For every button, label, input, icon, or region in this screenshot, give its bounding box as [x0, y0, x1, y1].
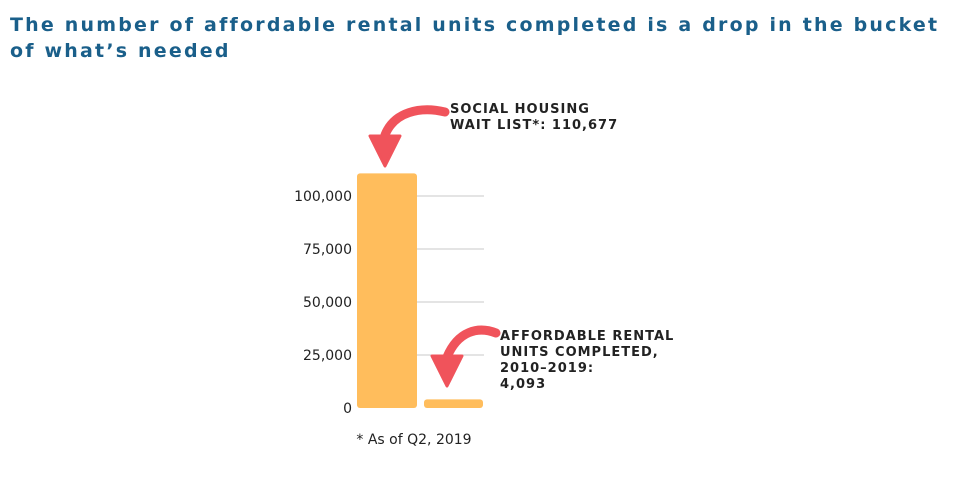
y-tick-label: 75,000	[303, 242, 352, 258]
bar	[357, 173, 417, 408]
arrow-head	[430, 354, 464, 388]
annotation-line: WAIT LIST*: 110,677	[450, 118, 618, 133]
annotation-line: 2010–2019:	[500, 361, 594, 376]
y-tick-label: 100,000	[294, 189, 352, 205]
annotation-line: SOCIAL HOUSING	[450, 102, 590, 117]
bar-annotation: SOCIAL HOUSING WAIT LIST*: 110,677	[450, 102, 618, 133]
annotation-line: UNITS COMPLETED,	[500, 345, 659, 360]
annotation-arrows	[368, 105, 501, 388]
footnote: * As of Q2, 2019	[356, 432, 471, 448]
chart-title: The number of affordable rental units co…	[10, 14, 940, 62]
bar	[424, 399, 483, 408]
arrow-head	[368, 134, 402, 168]
y-axis-ticks: 0 25,000 50,000 75,000 100,000	[294, 189, 352, 417]
y-tick-label: 0	[343, 401, 352, 417]
annotations: SOCIAL HOUSING WAIT LIST*: 110,677 AFFORDA…	[450, 102, 674, 392]
annotation-line: 4,093	[500, 377, 546, 392]
y-tick-label: 25,000	[303, 348, 352, 364]
bars	[357, 173, 483, 408]
arrow-shaft	[380, 105, 450, 140]
y-tick-label: 50,000	[303, 295, 352, 311]
bar-annotation: AFFORDABLE RENTAL UNITS COMPLETED, 2010–20…	[500, 329, 674, 392]
annotation-line: AFFORDABLE RENTAL	[500, 329, 674, 344]
arrow-shaft	[442, 325, 501, 362]
